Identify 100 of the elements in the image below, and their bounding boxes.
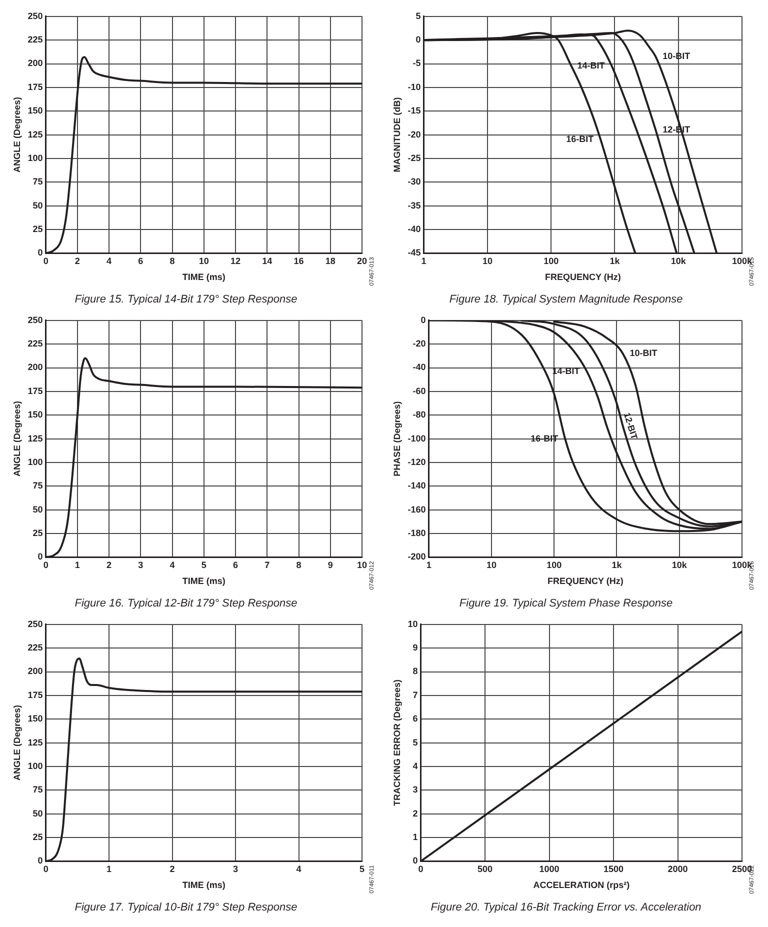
x-tick-label: 5: [201, 560, 206, 570]
x-axis-title: FREQUENCY (Hz): [547, 576, 624, 586]
y-tick-label: 75: [32, 480, 43, 491]
y-tick-label: 0: [420, 314, 426, 325]
x-tick-label: 9: [328, 560, 333, 570]
y-tick-label: -20: [412, 338, 426, 349]
y-axis-title: ANGLE (Degrees): [12, 401, 22, 477]
x-tick-label: 8: [296, 560, 302, 570]
y-tick-label: 50: [32, 808, 43, 818]
x-axis-title: ACCELERATION (rps²): [533, 880, 630, 890]
y-tick-label: 50: [32, 200, 43, 210]
x-tick-label: 10: [482, 256, 492, 266]
y-tick-label: 100: [28, 152, 43, 163]
y-tick-label: 1: [412, 832, 418, 842]
x-tick-label: 6: [138, 256, 144, 266]
x-tick-label: 3: [138, 560, 144, 570]
y-tick-label: -120: [408, 456, 426, 467]
y-tick-label: 150: [28, 714, 43, 724]
x-tick-label: 8: [170, 256, 175, 266]
y-tick-label: 200: [28, 58, 43, 68]
y-tick-label: -80: [412, 410, 426, 420]
y-tick-label: 225: [28, 338, 43, 349]
y-tick-label: 150: [28, 106, 43, 116]
x-tick-label: 10: [198, 256, 209, 266]
y-tick-label: 7: [412, 690, 418, 700]
y-tick-label: 25: [32, 832, 43, 842]
x-tick-label: 2: [106, 560, 112, 570]
y-tick-label: 0: [38, 552, 43, 562]
x-tick-label: 1k: [612, 560, 623, 570]
y-tick-label: 75: [32, 176, 43, 187]
y-tick-label: 175: [28, 82, 43, 92]
y-tick-label: -160: [408, 504, 426, 514]
text: Figure 15. Typical 14-Bit 179° Step Response: [74, 293, 298, 306]
x-tick-label: 4: [296, 864, 302, 874]
y-tick-label: 225: [28, 34, 43, 45]
x-tick-label: 2: [170, 864, 175, 874]
y-tick-label: 200: [28, 362, 43, 372]
x-tick-label: 14: [262, 256, 272, 266]
y-tick-label: -140: [408, 480, 426, 491]
x-tick-label: 5: [359, 864, 365, 874]
x-tick-label: 10k: [670, 256, 687, 266]
y-tick-label: 175: [28, 386, 43, 396]
x-tick-label: 4: [170, 560, 175, 570]
text: Figure 20. Typical 16-Bit Tracking Error vs. Acceleration: [430, 901, 702, 914]
y-axis-title: MAGNITUDE (dB): [392, 97, 402, 172]
x-tick-label: 1: [106, 864, 112, 874]
y-axis-title: ANGLE (Degrees): [12, 97, 22, 173]
y-tick-label: 2: [412, 808, 418, 818]
y-tick-label: 200: [28, 666, 43, 676]
series-label: 10-BIT: [630, 348, 658, 358]
x-tick-label: 100: [544, 256, 559, 266]
x-tick-label: 2000: [668, 864, 688, 874]
y-tick-label: -35: [408, 200, 421, 210]
y-tick-label: -30: [408, 176, 421, 187]
y-tick-label: 4: [412, 760, 418, 771]
y-tick-label: 150: [28, 410, 43, 420]
y-tick-label: 250: [28, 314, 43, 325]
y-tick-label: 0: [38, 856, 43, 866]
x-axis-title: TIME (ms): [182, 880, 226, 890]
y-tick-label: 125: [28, 737, 43, 748]
x-tick-label: 1k: [610, 256, 621, 266]
y-tick-label: 50: [32, 504, 43, 514]
y-axis-title: PHASE (Degrees): [392, 401, 402, 476]
text: Figure 18. Typical System Magnitude Response: [449, 293, 683, 306]
y-tick-label: 100: [28, 456, 43, 467]
x-tick-label: 10k: [672, 560, 688, 570]
x-tick-label: 12: [230, 256, 241, 266]
y-tick-label: -20: [408, 129, 421, 140]
x-tick-label: 10: [356, 560, 368, 570]
y-tick-label: 3: [412, 784, 418, 795]
y-tick-label: 125: [28, 129, 43, 140]
x-axis-title: TIME (ms): [182, 272, 226, 282]
text: Figure 17. Typical 10-Bit 179° Step Response: [74, 901, 298, 914]
x-tick-label: 4: [106, 256, 112, 266]
y-tick-label: -60: [412, 386, 426, 396]
y-tick-label: -10: [408, 82, 421, 92]
y-tick-label: -25: [408, 152, 421, 163]
y-axis-title: TRACKING ERROR (Degrees): [392, 680, 402, 806]
y-tick-label: 6: [412, 714, 418, 724]
y-tick-label: 25: [32, 224, 43, 234]
text: Figure 19. Typical System Phase Response: [459, 597, 673, 610]
y-tick-label: 100: [28, 760, 43, 771]
y-tick-label: 250: [28, 618, 43, 629]
x-axis-title: TIME (ms): [182, 576, 226, 586]
y-tick-label: 0: [412, 856, 418, 866]
y-axis-title: ANGLE (Degrees): [12, 705, 22, 781]
y-tick-label: -40: [408, 224, 421, 234]
y-tick-label: 0: [38, 248, 43, 258]
x-tick-label: 1: [74, 560, 80, 570]
x-tick-label: 18: [325, 256, 336, 266]
y-tick-label: -5: [412, 58, 421, 68]
series-label: 16-BIT: [566, 134, 594, 144]
x-tick-label: 100: [546, 560, 562, 570]
y-tick-label: 5: [416, 10, 421, 21]
y-tick-label: 175: [28, 690, 43, 700]
text: Figure 16. Typical 12-Bit 179° Step Response: [74, 597, 298, 610]
x-tick-label: 20: [356, 256, 368, 266]
y-tick-label: -180: [408, 528, 426, 538]
x-tick-label: 1000: [539, 864, 560, 874]
x-tick-label: 2: [74, 256, 80, 266]
